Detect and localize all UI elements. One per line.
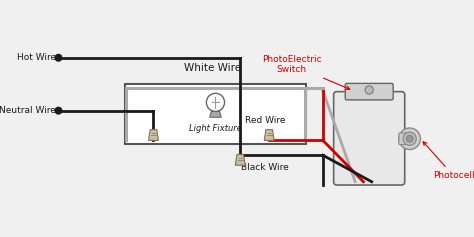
Bar [125,84,306,144]
FancyBboxPatch shape [345,83,393,100]
Polygon shape [210,111,221,117]
Polygon shape [235,155,245,165]
Text: White Wire: White Wire [184,64,242,73]
Text: Black Wire: Black Wire [241,163,289,172]
Text: Red Wire: Red Wire [245,116,285,125]
Circle shape [365,86,374,94]
Text: PhotoElectric
Switch: PhotoElectric Switch [262,55,350,90]
Polygon shape [264,130,274,140]
Text: Light Fixture: Light Fixture [189,124,242,133]
Circle shape [55,55,62,61]
Text: Hot Wire: Hot Wire [17,53,56,62]
Circle shape [399,128,420,150]
FancyBboxPatch shape [334,92,405,185]
Circle shape [406,135,413,142]
Circle shape [206,93,225,111]
Circle shape [55,107,62,114]
Circle shape [403,132,416,145]
FancyBboxPatch shape [399,133,410,145]
Polygon shape [148,130,158,140]
Text: Photocell: Photocell [423,142,474,180]
Text: Neutral Wire: Neutral Wire [0,106,56,115]
